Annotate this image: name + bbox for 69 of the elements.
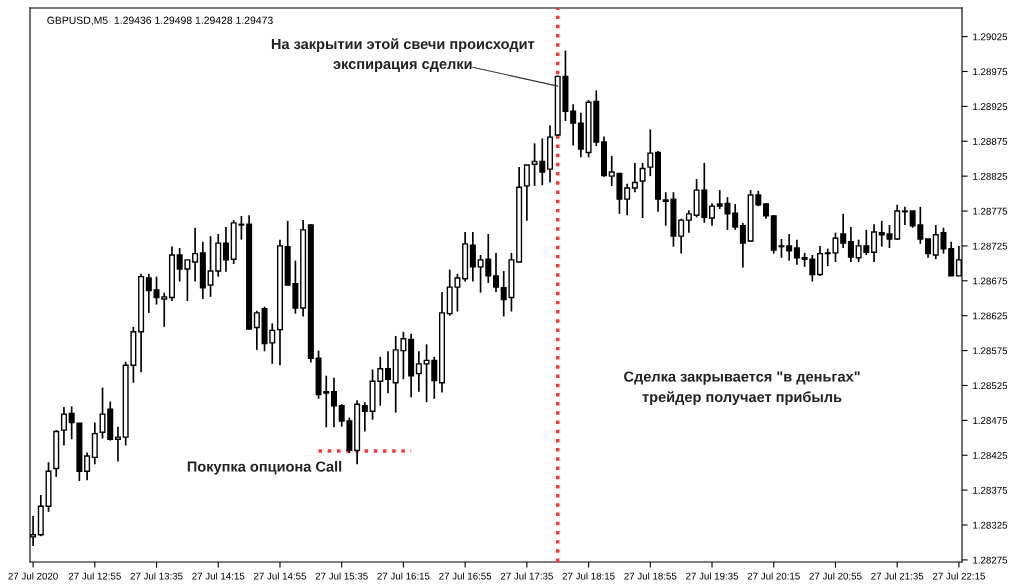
y-tick-label: 1.28475 (973, 417, 1008, 424)
candlestick (222, 226, 229, 273)
candlestick (469, 231, 476, 283)
candlestick (685, 209, 692, 234)
x-tick-label: 27 Jul 13:35 (130, 572, 183, 580)
annotation: Сделка закрывается "в деньгах" трейдер получает прибыль (624, 371, 860, 406)
annotation: Покупка опциона Call (187, 461, 342, 475)
candlestick (793, 238, 800, 266)
x-tick-label: 27 Jul 16:55 (439, 572, 492, 580)
y-tick-label: 1.28825 (973, 172, 1008, 180)
candlestick (624, 182, 631, 217)
x-tick-label: 27 Jul 19:35 (686, 572, 739, 580)
y-tick-label: 1.28725 (973, 242, 1008, 250)
candlestick (639, 162, 646, 219)
x-tick-label: 27 Jul 14:55 (253, 572, 307, 580)
candlestick (678, 217, 685, 255)
text: GBPUSD,M5 1.29436 1.29498 1.29428 1.29473 (47, 16, 273, 26)
annotation: На закрытии этой свечи происходит экспирация сделки (271, 38, 535, 72)
x-tick-label: 27 Jul 21:35 (871, 572, 924, 580)
candlestick (91, 421, 98, 466)
x-tick-label: 27 Jul 15:35 (315, 572, 368, 580)
candlestick (732, 203, 739, 231)
y-tick-label: 1.29025 (973, 33, 1008, 41)
x-tick-label: 27 Jul 14:15 (192, 572, 245, 580)
x-tick-label: 27 Jul 17:35 (500, 572, 553, 580)
y-tick-label: 1.28625 (973, 312, 1008, 320)
candlestick (901, 206, 908, 226)
y-tick-label: 1.28325 (973, 521, 1008, 529)
candlestick (492, 252, 500, 293)
x-tick-label: 27 Jul 20:55 (809, 572, 862, 580)
y-tick-label: 1.28775 (973, 207, 1008, 215)
candlestick (817, 245, 824, 277)
x-tick-label: 27 Jul 12:55 (68, 572, 121, 580)
y-tick-label: 1.28525 (973, 382, 1008, 390)
x-tick-label: 27 Jul 20:15 (747, 572, 800, 580)
candlestick (631, 162, 638, 194)
candlestick (523, 164, 530, 222)
x-tick-label: 27 Jul 2020 (8, 572, 58, 580)
y-tick-label: 1.28675 (973, 277, 1008, 285)
y-tick-label: 1.28575 (973, 347, 1008, 355)
candlestick (60, 406, 67, 447)
y-tick-label: 1.28375 (973, 486, 1008, 494)
candlestick (925, 238, 932, 259)
y-tick-label: 1.28925 (973, 103, 1008, 110)
candlestick (786, 233, 793, 262)
y-tick-label: 1.28975 (973, 68, 1008, 76)
candlestick (114, 425, 121, 463)
y-tick-label: 1.28875 (973, 138, 1008, 145)
candlestick (253, 309, 260, 351)
x-tick-label: 27 Jul 16:15 (377, 572, 430, 580)
candlestick (415, 350, 422, 393)
candlestick (145, 273, 152, 314)
candlestick (709, 202, 716, 227)
candlestick (840, 212, 847, 249)
candlestick (647, 128, 654, 177)
candlestick (84, 451, 91, 482)
candlestick (330, 376, 337, 429)
candlestick (739, 222, 746, 269)
candlestick (847, 226, 854, 263)
y-tick-label: 1.28425 (973, 451, 1008, 459)
x-tick-label: 27 Jul 18:15 (562, 572, 615, 580)
candlestick (384, 350, 391, 394)
y-tick-label: 1.28275 (973, 556, 1008, 564)
candlestick (192, 226, 199, 283)
x-tick-label: 27 Jul 22:15 (932, 572, 985, 580)
candlestick (871, 223, 878, 263)
x-tick-label: 27 Jul 18:55 (624, 572, 677, 580)
candlestick (570, 103, 577, 147)
candlestick (361, 401, 368, 433)
